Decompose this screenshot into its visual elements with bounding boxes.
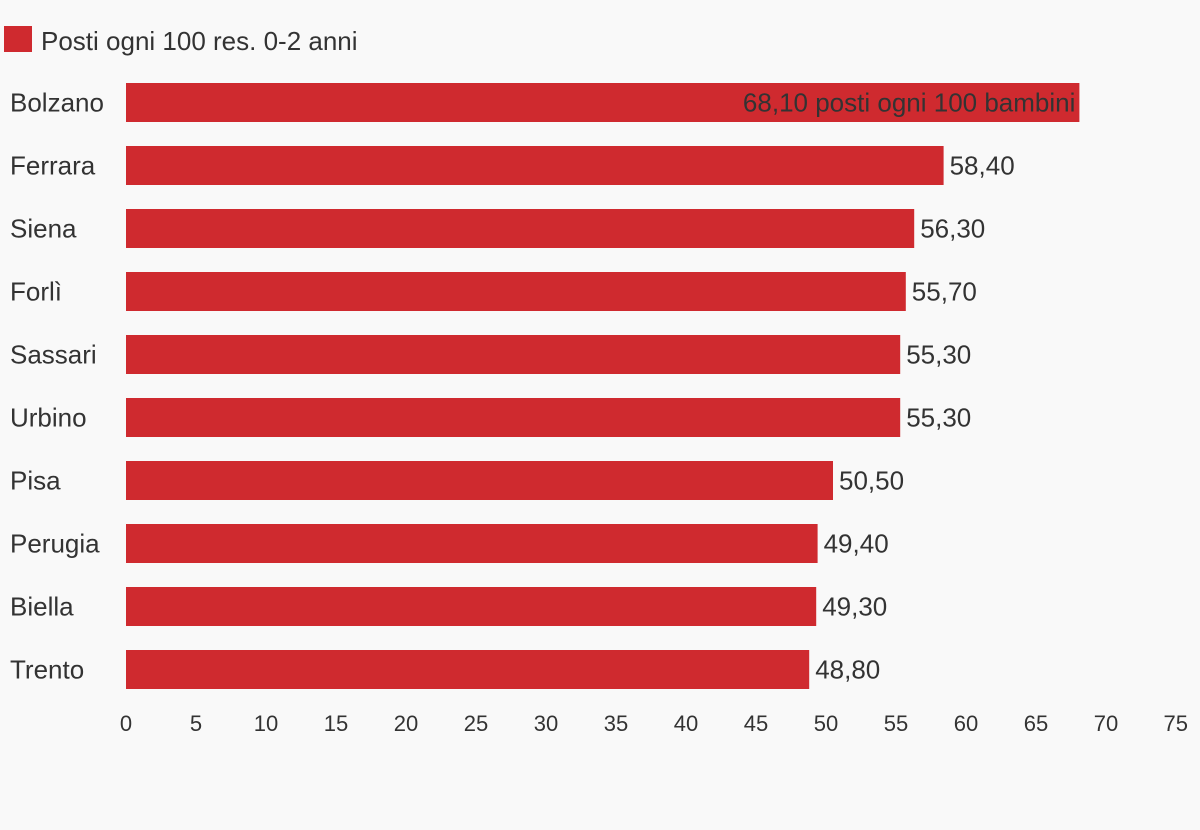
x-tick-label-4: 20	[394, 711, 418, 736]
bar-3	[126, 272, 906, 311]
category-label-7: Perugia	[10, 529, 100, 559]
x-tick-label-2: 10	[254, 711, 278, 736]
category-label-4: Sassari	[10, 340, 97, 370]
x-tick-label-7: 35	[604, 711, 628, 736]
x-tick-label-0: 0	[120, 711, 132, 736]
value-label-1: 58,40	[950, 151, 1015, 181]
category-label-5: Urbino	[10, 403, 87, 433]
bar-7	[126, 524, 818, 563]
value-label-2: 56,30	[920, 214, 985, 244]
x-tick-label-14: 70	[1094, 711, 1118, 736]
category-label-1: Ferrara	[10, 151, 96, 181]
bar-8	[126, 587, 817, 626]
value-label-6: 50,50	[839, 466, 904, 496]
category-label-3: Forlì	[10, 277, 62, 307]
value-label-5: 55,30	[906, 403, 971, 433]
value-label-7: 49,40	[824, 529, 889, 559]
x-tick-label-12: 60	[954, 711, 978, 736]
x-axis-ticks: 0 5 10 15 20 25 30 35 40 45 50 55 60 65 70 75	[120, 711, 1188, 736]
x-tick-label-6: 30	[534, 711, 558, 736]
legend-swatch	[4, 26, 32, 52]
value-labels: 68,10 posti ogni 100 bambini 58,40 56,30 55…	[743, 88, 1075, 685]
bar-6	[126, 461, 833, 500]
category-label-9: Trento	[10, 655, 84, 685]
value-label-4: 55,30	[906, 340, 971, 370]
x-tick-label-5: 25	[464, 711, 488, 736]
value-label-0: 68,10 posti ogni 100 bambini	[743, 88, 1075, 118]
bars-group	[126, 83, 1080, 689]
category-label-6: Pisa	[10, 466, 61, 496]
category-label-8: Biella	[10, 592, 74, 622]
legend: Posti ogni 100 res. 0-2 anni	[4, 26, 358, 56]
x-tick-label-9: 45	[744, 711, 768, 736]
bar-1	[126, 146, 944, 185]
category-labels: Bolzano Ferrara Siena Forlì Sassari Urbino Pis…	[10, 88, 104, 685]
x-tick-label-1: 5	[190, 711, 202, 736]
category-label-2: Siena	[10, 214, 77, 244]
x-tick-label-11: 55	[884, 711, 908, 736]
bar-4	[126, 335, 901, 374]
category-label-0: Bolzano	[10, 88, 104, 118]
bar-5	[126, 398, 901, 437]
value-label-8: 49,30	[822, 592, 887, 622]
value-label-3: 55,70	[912, 277, 977, 307]
bar-9	[126, 650, 810, 689]
legend-label: Posti ogni 100 res. 0-2 anni	[41, 26, 358, 56]
bar-0	[126, 83, 1080, 122]
x-tick-label-10: 50	[814, 711, 838, 736]
x-tick-label-15: 75	[1164, 711, 1188, 736]
x-tick-label-13: 65	[1024, 711, 1048, 736]
x-tick-label-3: 15	[324, 711, 348, 736]
bar-2	[126, 209, 915, 248]
x-tick-label-8: 40	[674, 711, 698, 736]
value-label-9: 48,80	[815, 655, 880, 685]
